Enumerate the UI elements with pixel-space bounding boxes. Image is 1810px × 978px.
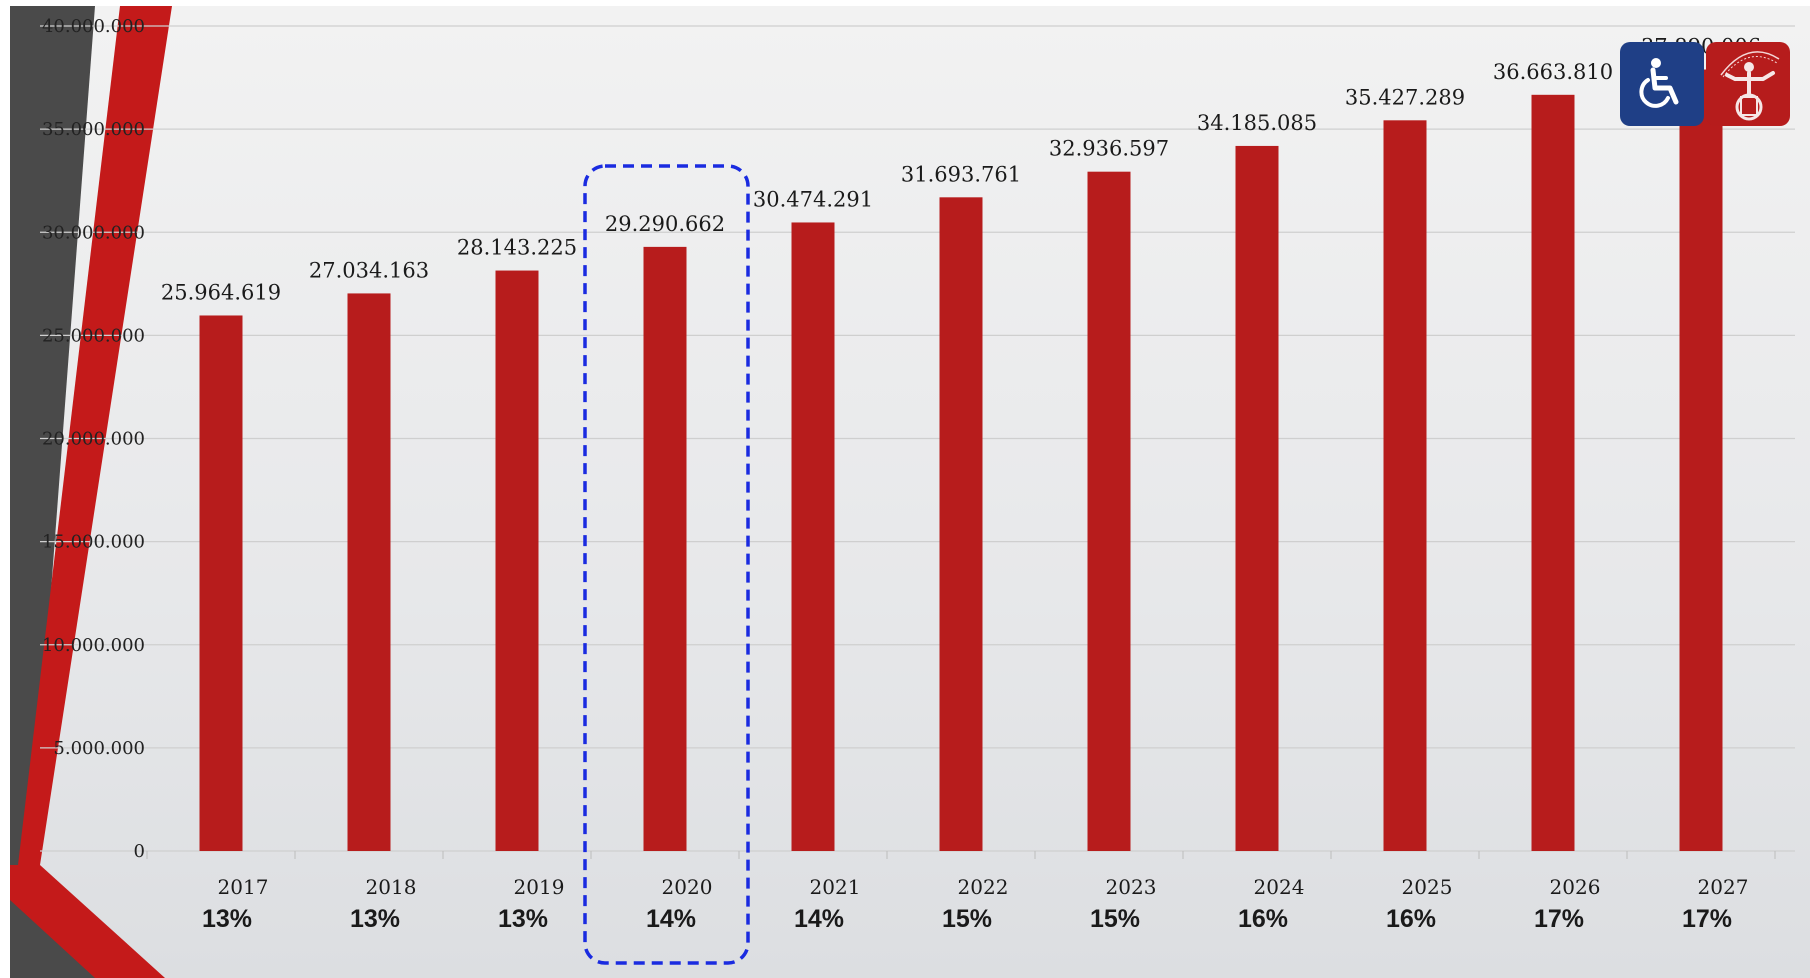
bar-2023 [1087, 171, 1131, 852]
value-label-2023: 32.936.597 [1049, 137, 1169, 161]
x-label-2027: 2027 [1698, 875, 1749, 899]
value-labels: 25.964.619 27.034.163 28.143.225 29.290.662… [161, 35, 1761, 305]
x-label-2024: 2024 [1254, 875, 1305, 899]
pct-label-2020: 14% [646, 905, 696, 933]
bar-2017 [199, 315, 243, 851]
x-label-2018: 2018 [366, 875, 417, 899]
pct-label-2018: 13% [350, 905, 400, 933]
pct-label-2027: 17% [1682, 905, 1732, 933]
value-label-2026: 36.663.810 [1493, 60, 1613, 84]
y-tick-label: 15.000.000 [42, 532, 145, 553]
bar-2026 [1531, 94, 1575, 852]
pct-label-2024: 16% [1238, 905, 1288, 933]
bar-2020 [643, 246, 687, 851]
value-label-2022: 31.693.761 [901, 162, 1021, 186]
x-label-2021: 2021 [810, 875, 861, 899]
gridlines [40, 25, 1795, 859]
value-label-2024: 34.185.085 [1197, 111, 1317, 135]
percentage-labels: 13% 13% 13% 14% 14% 15% 15% 16% 16% 17% 17% [202, 905, 1732, 933]
pct-label-2019: 13% [498, 905, 548, 933]
value-label-2018: 27.034.163 [309, 258, 429, 282]
stripe-red [18, 6, 172, 865]
bar-2025 [1383, 120, 1427, 852]
bars [199, 69, 1723, 852]
x-label-2022: 2022 [958, 875, 1009, 899]
chart-background [10, 6, 1810, 978]
y-tick-label: 35.000.000 [42, 119, 145, 140]
x-label-2025: 2025 [1402, 875, 1453, 899]
y-tick-label: 20.000.000 [42, 429, 145, 450]
x-label-2026: 2026 [1550, 875, 1601, 899]
logo-group [1620, 42, 1790, 126]
x-label-2023: 2023 [1106, 875, 1157, 899]
pct-label-2017: 13% [202, 905, 252, 933]
x-axis-labels: 2017 2018 2019 2020 2021 2022 2023 2024 2025 2026… [218, 875, 1749, 899]
bar-2021 [791, 222, 835, 851]
y-axis-ticks: 0 5.000.000 10.000.000 15.000.000 20.000.000… [42, 16, 145, 862]
x-label-2019: 2019 [514, 875, 565, 899]
value-label-2019: 28.143.225 [457, 236, 577, 260]
bar-2027 [1679, 69, 1723, 852]
y-tick-label: 40.000.000 [42, 16, 145, 37]
value-label-2025: 35.427.289 [1345, 85, 1465, 109]
wheelchair-accessibility-icon [1620, 42, 1704, 126]
y-tick-label: 5.000.000 [53, 738, 145, 759]
stripe-corner-dark [10, 900, 95, 978]
pct-label-2023: 15% [1090, 905, 1140, 933]
highlight-box-2020 [583, 164, 750, 965]
pct-label-2022: 15% [942, 905, 992, 933]
pct-label-2021: 14% [794, 905, 844, 933]
bar-2022 [939, 197, 983, 852]
paralympic-athlete-icon [1706, 42, 1790, 126]
y-tick-label: 0 [134, 841, 145, 862]
x-label-2017: 2017 [218, 875, 269, 899]
y-tick-label: 30.000.000 [42, 222, 145, 243]
pct-label-2025: 16% [1386, 905, 1436, 933]
value-label-2020: 29.290.662 [605, 212, 725, 236]
bar-2024 [1235, 145, 1279, 851]
value-label-2021: 30.474.291 [753, 187, 873, 211]
y-tick-label: 25.000.000 [42, 325, 145, 346]
value-label-2017: 25.964.619 [161, 280, 281, 304]
bar-2019 [495, 270, 539, 851]
bar-2018 [347, 293, 391, 851]
y-tick-label: 10.000.000 [42, 635, 145, 656]
x-label-2020: 2020 [662, 875, 713, 899]
pct-label-2026: 17% [1534, 905, 1584, 933]
